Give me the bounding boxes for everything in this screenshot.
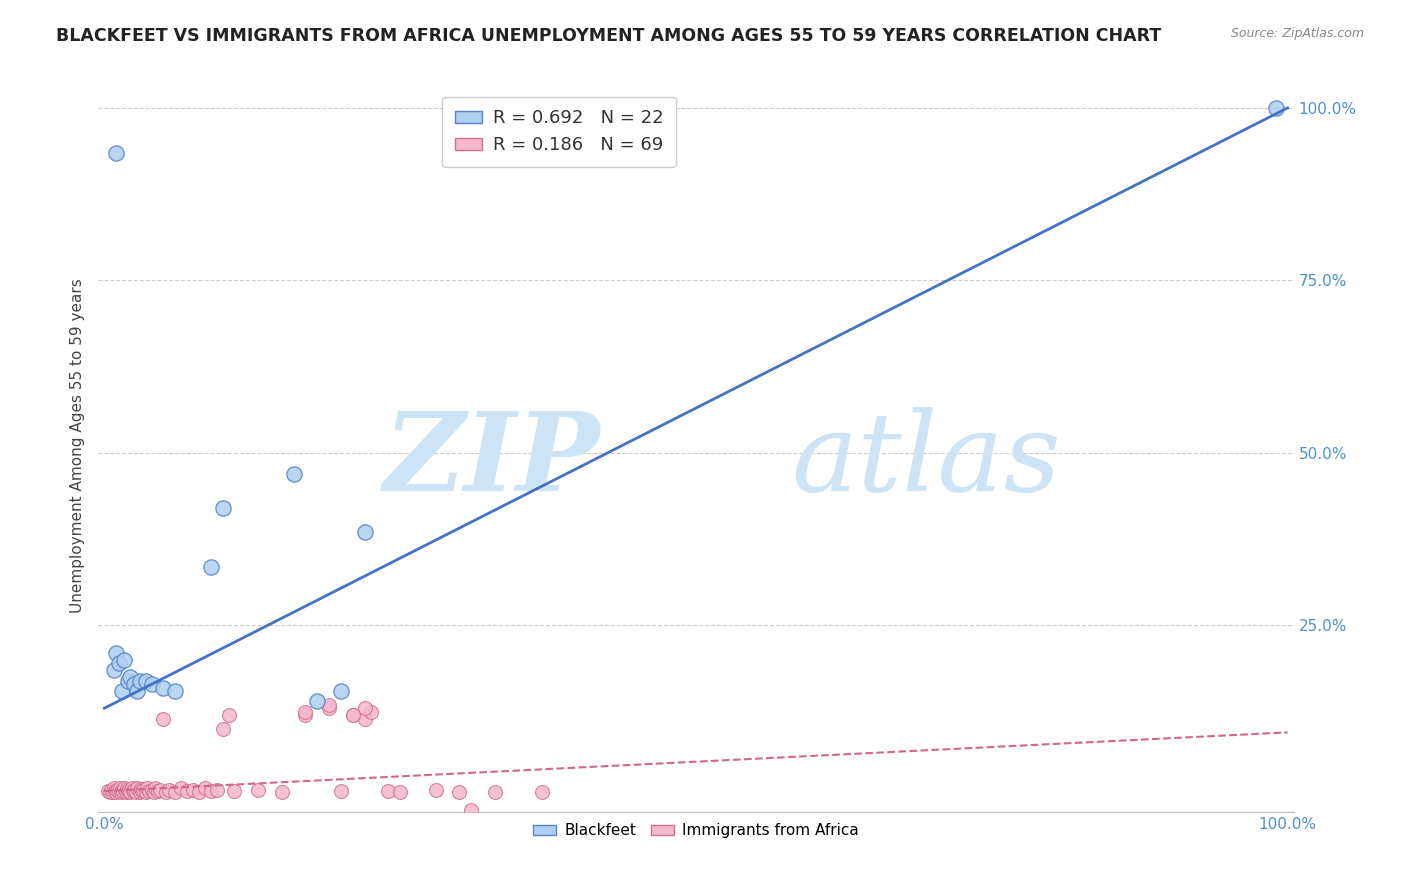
- Point: [205, 782, 228, 797]
- Text: ZIP: ZIP: [384, 407, 600, 515]
- Point: [103, 663, 125, 677]
- Point: [247, 782, 270, 797]
- Text: atlas: atlas: [792, 407, 1062, 515]
- Point: [531, 785, 554, 799]
- Y-axis label: Unemployment Among Ages 55 to 59 years: Unemployment Among Ages 55 to 59 years: [69, 278, 84, 614]
- Point: [135, 785, 157, 799]
- Point: [117, 784, 139, 798]
- Point: [484, 785, 506, 799]
- Point: [111, 782, 134, 797]
- Point: [176, 784, 198, 798]
- Point: [200, 784, 222, 798]
- Point: [170, 780, 193, 795]
- Point: [211, 722, 233, 736]
- Point: [294, 708, 316, 723]
- Point: [105, 646, 128, 660]
- Point: [152, 712, 174, 726]
- Point: [360, 705, 382, 719]
- Point: [112, 784, 135, 798]
- Point: [211, 501, 233, 516]
- Point: [100, 782, 122, 797]
- Point: [121, 784, 143, 798]
- Point: [449, 785, 471, 799]
- Point: [330, 684, 353, 698]
- Point: [200, 559, 222, 574]
- Point: [307, 694, 329, 708]
- Point: [194, 780, 217, 795]
- Point: [107, 784, 129, 798]
- Point: [330, 784, 353, 798]
- Point: [1264, 101, 1286, 115]
- Point: [98, 785, 121, 799]
- Point: [114, 653, 136, 667]
- Point: [318, 698, 340, 712]
- Point: [118, 782, 141, 797]
- Point: [121, 780, 143, 795]
- Point: [110, 785, 132, 799]
- Point: [101, 785, 124, 799]
- Point: [149, 782, 172, 797]
- Point: [165, 684, 187, 698]
- Point: [111, 684, 134, 698]
- Point: [114, 780, 136, 795]
- Point: [105, 785, 128, 799]
- Point: [152, 681, 174, 695]
- Point: [188, 785, 211, 799]
- Point: [353, 712, 375, 726]
- Point: [165, 785, 187, 799]
- Point: [104, 784, 127, 798]
- Point: [143, 780, 166, 795]
- Point: [107, 657, 129, 671]
- Point: [129, 781, 152, 796]
- Point: [342, 708, 364, 723]
- Point: [120, 670, 142, 684]
- Point: [97, 784, 120, 798]
- Point: [283, 467, 305, 481]
- Point: [141, 677, 163, 691]
- Point: [141, 782, 163, 797]
- Point: [117, 673, 139, 688]
- Point: [128, 673, 150, 688]
- Point: [425, 782, 447, 797]
- Point: [122, 677, 145, 691]
- Point: [389, 785, 412, 799]
- Point: [136, 780, 159, 795]
- Point: [105, 782, 128, 797]
- Point: [157, 782, 180, 797]
- Point: [342, 708, 364, 723]
- Point: [125, 785, 148, 799]
- Point: [460, 803, 482, 817]
- Point: [218, 708, 240, 723]
- Point: [146, 784, 169, 798]
- Point: [132, 782, 155, 797]
- Point: [270, 785, 292, 799]
- Point: [114, 785, 136, 799]
- Point: [127, 684, 149, 698]
- Point: [353, 525, 375, 540]
- Point: [131, 784, 153, 798]
- Point: [143, 785, 166, 799]
- Point: [138, 784, 160, 798]
- Point: [128, 785, 150, 799]
- Point: [318, 701, 340, 715]
- Point: [105, 145, 128, 160]
- Text: Source: ZipAtlas.com: Source: ZipAtlas.com: [1230, 27, 1364, 40]
- Point: [353, 701, 375, 715]
- Point: [294, 705, 316, 719]
- Point: [377, 784, 399, 798]
- Point: [181, 782, 204, 797]
- Point: [120, 785, 142, 799]
- Point: [135, 673, 157, 688]
- Point: [224, 784, 246, 798]
- Point: [103, 780, 125, 795]
- Point: [155, 785, 177, 799]
- Point: [122, 782, 145, 797]
- Legend: Blackfeet, Immigrants from Africa: Blackfeet, Immigrants from Africa: [527, 817, 865, 845]
- Point: [115, 781, 138, 796]
- Point: [108, 780, 131, 795]
- Text: BLACKFEET VS IMMIGRANTS FROM AFRICA UNEMPLOYMENT AMONG AGES 55 TO 59 YEARS CORRE: BLACKFEET VS IMMIGRANTS FROM AFRICA UNEM…: [56, 27, 1161, 45]
- Point: [127, 780, 149, 795]
